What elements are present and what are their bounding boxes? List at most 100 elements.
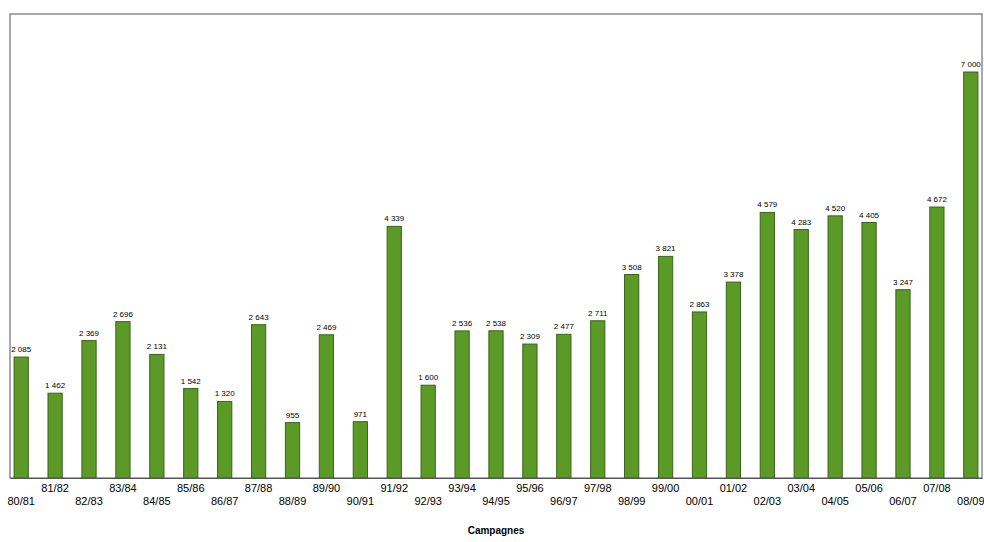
data-label: 2 643 [249, 313, 270, 322]
bar [557, 334, 571, 478]
data-label: 3 508 [622, 263, 643, 272]
data-label: 3 378 [723, 270, 744, 279]
x-tick: 85/86 [177, 478, 205, 494]
data-label: 2 696 [113, 310, 134, 319]
x-tick: 04/05 [821, 478, 849, 507]
x-tick: 83/84 [109, 478, 137, 494]
bar [930, 207, 944, 478]
bar [896, 290, 910, 478]
x-tick: 87/88 [245, 478, 273, 494]
data-label: 2 369 [79, 329, 100, 338]
x-tick-label: 04/05 [821, 495, 849, 507]
x-tick-label: 91/92 [380, 482, 408, 494]
data-label: 2 538 [486, 319, 507, 328]
x-tick-label: 01/02 [720, 482, 748, 494]
x-tick: 88/89 [279, 478, 307, 507]
x-tick-label: 88/89 [279, 495, 307, 507]
data-label: 7 000 [961, 60, 982, 69]
x-tick-label: 84/85 [143, 495, 171, 507]
x-tick: 98/99 [618, 478, 646, 507]
x-tick: 86/87 [211, 478, 239, 507]
x-tick: 07/08 [923, 478, 951, 494]
data-label: 2 536 [452, 319, 473, 328]
bar [489, 331, 503, 478]
x-tick-label: 87/88 [245, 482, 273, 494]
data-labels: 2 0851 4622 3692 6962 1311 5421 3202 643… [11, 60, 981, 420]
x-tick-label: 06/07 [889, 495, 917, 507]
data-label: 2 131 [147, 342, 168, 351]
x-tick: 84/85 [143, 478, 171, 507]
data-label: 971 [354, 410, 368, 419]
data-label: 2 309 [520, 332, 541, 341]
bar [692, 312, 706, 478]
bar [116, 322, 130, 478]
x-tick-label: 93/94 [448, 482, 476, 494]
bar [726, 282, 740, 478]
x-tick-label: 92/93 [414, 495, 442, 507]
x-tick: 00/01 [686, 478, 714, 507]
x-tick-label: 08/09 [957, 495, 984, 507]
x-tick-label: 03/04 [787, 482, 815, 494]
x-tick: 94/95 [482, 478, 510, 507]
data-label: 955 [286, 411, 300, 420]
bar [82, 341, 96, 478]
bar [794, 230, 808, 478]
bar [48, 393, 62, 478]
x-tick: 82/83 [75, 478, 103, 507]
x-tick: 08/09 [957, 478, 984, 507]
x-axis: 80/81 81/82 82/83 83/84 84/85 85/86 86/87 87/88… [7, 478, 984, 507]
data-label: 4 520 [825, 204, 846, 213]
x-tick-label: 83/84 [109, 482, 137, 494]
bar [523, 344, 537, 478]
x-axis-title: Campagnes [468, 525, 525, 536]
x-tick-label: 02/03 [754, 495, 782, 507]
bar [387, 226, 401, 478]
bar [828, 216, 842, 478]
data-label: 4 283 [791, 218, 812, 227]
bar [319, 335, 333, 478]
x-tick: 06/07 [889, 478, 917, 507]
data-label: 3 247 [893, 278, 914, 287]
x-tick-label: 05/06 [855, 482, 883, 494]
x-tick: 92/93 [414, 478, 442, 507]
data-label: 2 863 [689, 300, 710, 309]
data-label: 2 711 [588, 309, 608, 318]
x-axis-line [11, 478, 983, 479]
x-tick-label: 97/98 [584, 482, 612, 494]
x-tick-label: 86/87 [211, 495, 239, 507]
bar [760, 212, 774, 478]
x-tick-label: 07/08 [923, 482, 951, 494]
x-tick-label: 99/00 [652, 482, 680, 494]
plot-frame [10, 14, 982, 478]
x-tick: 96/97 [550, 478, 578, 507]
bar [353, 422, 367, 478]
x-tick-label: 81/82 [41, 482, 69, 494]
x-tick: 91/92 [380, 478, 408, 494]
x-tick-label: 96/97 [550, 495, 578, 507]
x-tick-label: 94/95 [482, 495, 510, 507]
bar [625, 275, 639, 478]
x-tick: 95/96 [516, 478, 544, 494]
data-label: 1 542 [181, 377, 202, 386]
x-tick: 01/02 [720, 478, 748, 494]
bar [285, 423, 299, 478]
bar [964, 72, 978, 478]
bar [184, 389, 198, 478]
chart: 2 0851 4622 3692 6962 1311 5421 3202 643… [0, 0, 984, 542]
x-tick-label: 80/81 [7, 495, 35, 507]
bar [150, 354, 164, 478]
x-tick: 81/82 [41, 478, 69, 494]
x-tick: 80/81 [7, 478, 35, 507]
data-label: 2 085 [11, 345, 32, 354]
bar [14, 357, 28, 478]
x-tick: 05/06 [855, 478, 883, 494]
data-label: 4 339 [384, 214, 405, 223]
x-tick-label: 98/99 [618, 495, 646, 507]
x-tick: 93/94 [448, 478, 476, 494]
bar [591, 321, 605, 478]
x-tick-label: 90/91 [347, 495, 375, 507]
x-tick: 99/00 [652, 478, 680, 494]
bar [251, 325, 265, 478]
data-label: 4 405 [859, 211, 880, 220]
x-tick-label: 89/90 [313, 482, 341, 494]
